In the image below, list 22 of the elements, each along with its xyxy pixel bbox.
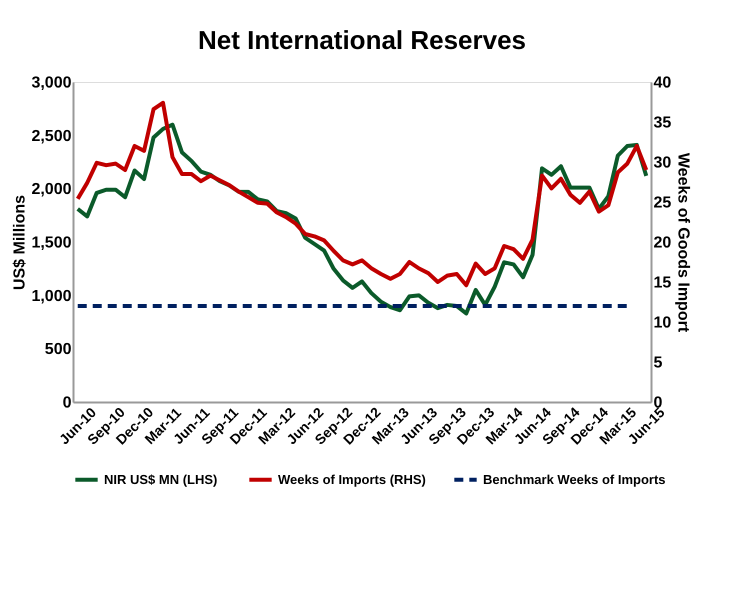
y2-tick-label: 35 — [654, 114, 672, 132]
y-tick-label: 2,000 — [31, 181, 72, 198]
legend-label: Weeks of Imports (RHS) — [278, 472, 426, 487]
line-series — [76, 100, 648, 288]
legend-label: Benchmark Weeks of Imports — [483, 472, 666, 487]
y2-tick-label: 15 — [654, 274, 672, 292]
y2-tick-label: 30 — [654, 154, 672, 172]
y-axis-title: US$ Millions — [11, 194, 28, 290]
y2-axis-title: Weeks of Goods Import — [674, 152, 692, 333]
chart-title: Net International Reserves — [198, 25, 526, 55]
y-tick-label: 500 — [44, 341, 72, 358]
y-tick-label: 3,000 — [31, 74, 72, 92]
y2-tick-label: 5 — [654, 354, 662, 372]
legend-label: NIR US$ MN (LHS) — [104, 472, 218, 487]
y2-tick-label: 40 — [654, 74, 672, 92]
y-tick-label: 2,500 — [31, 128, 72, 145]
y2-tick-label: 10 — [654, 314, 672, 332]
y2-tick-label: 20 — [654, 234, 672, 252]
y-tick-label: 0 — [62, 394, 72, 412]
y2-tick-label: 25 — [654, 194, 672, 212]
y-tick-label: 1,000 — [31, 288, 72, 305]
y-tick-label: 1,500 — [31, 234, 72, 252]
